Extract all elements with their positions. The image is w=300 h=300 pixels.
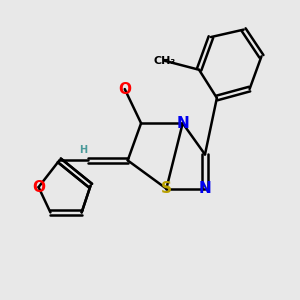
Text: O: O <box>32 180 45 195</box>
Text: O: O <box>118 82 131 97</box>
Text: H: H <box>79 145 87 155</box>
Text: N: N <box>199 181 212 196</box>
Text: S: S <box>161 181 172 196</box>
Text: CH₃: CH₃ <box>154 56 176 66</box>
Text: N: N <box>176 116 189 131</box>
